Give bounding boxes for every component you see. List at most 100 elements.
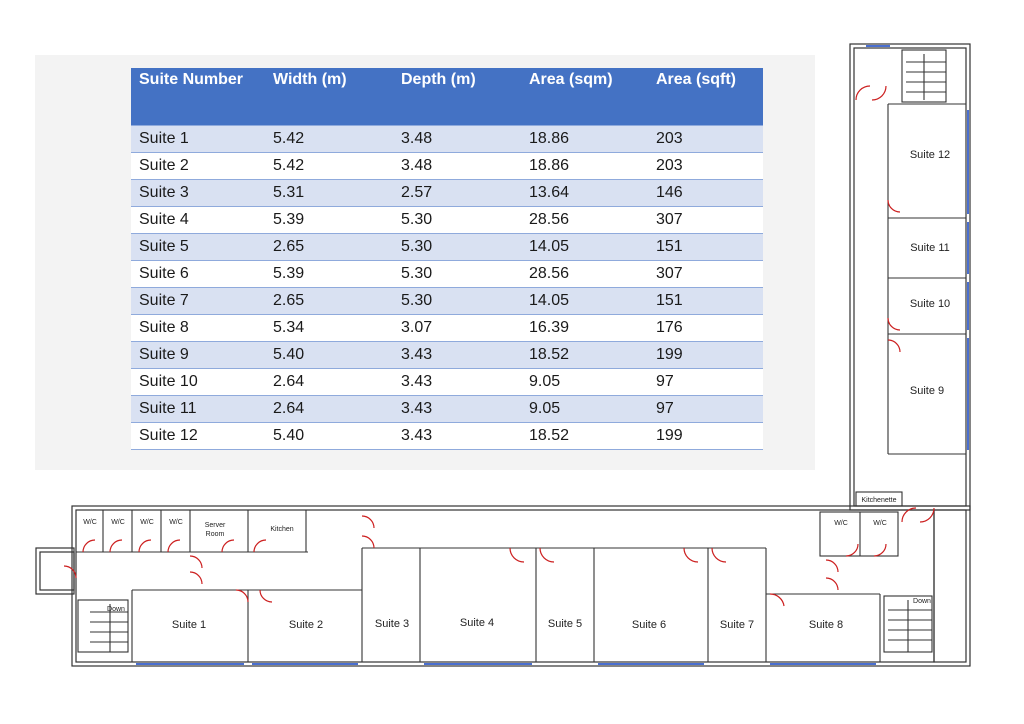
cell-width: 5.34	[265, 314, 393, 342]
cell-width: 2.65	[265, 287, 393, 315]
room-label-suite-9: Suite 9	[910, 385, 944, 397]
header-area-sqft: Area (sqft)	[648, 68, 763, 126]
cell-area-sqm: 18.86	[521, 125, 648, 153]
interior-walls	[76, 49, 966, 662]
cell-suite-number: Suite 1	[131, 125, 265, 153]
cell-area-sqft: 151	[648, 233, 763, 261]
cell-depth: 3.43	[393, 395, 521, 423]
cell-width: 5.40	[265, 341, 393, 369]
table-body: Suite 1 5.42 3.48 18.86 203 Suite 2 5.42 3.48 18…	[131, 125, 763, 450]
cell-area-sqm: 18.86	[521, 152, 648, 180]
header-width: Width (m)	[265, 68, 393, 126]
cell-area-sqm: 13.64	[521, 179, 648, 207]
cell-area-sqft: 203	[648, 152, 763, 180]
cell-depth: 5.30	[393, 233, 521, 261]
header-area-sqm: Area (sqm)	[521, 68, 648, 126]
cell-suite-number: Suite 2	[131, 152, 265, 180]
cell-depth: 3.48	[393, 152, 521, 180]
table-row: Suite 1 5.42 3.48 18.86 203	[131, 125, 763, 153]
kitchenette-label: Kitchenette	[861, 497, 896, 504]
wc-label: W/C	[83, 519, 97, 526]
table-row: Suite 3 5.31 2.57 13.64 146	[131, 179, 763, 207]
cell-depth: 3.43	[393, 341, 521, 369]
cell-suite-number: Suite 11	[131, 395, 265, 423]
cell-area-sqm: 9.05	[521, 368, 648, 396]
table-row: Suite 7 2.65 5.30 14.05 151	[131, 287, 763, 315]
cell-area-sqft: 307	[648, 260, 763, 288]
wc-label: W/C	[834, 520, 848, 527]
header-suite-number: Suite Number	[131, 68, 265, 126]
cell-suite-number: Suite 9	[131, 341, 265, 369]
cell-width: 2.64	[265, 368, 393, 396]
cell-area-sqm: 28.56	[521, 206, 648, 234]
cell-area-sqft: 151	[648, 287, 763, 315]
cell-depth: 3.07	[393, 314, 521, 342]
cell-width: 5.42	[265, 152, 393, 180]
cell-suite-number: Suite 3	[131, 179, 265, 207]
server-room-label-line1: Server	[205, 522, 226, 529]
doors	[63, 85, 935, 607]
room-label-suite-3: Suite 3	[375, 618, 409, 630]
table-row: Suite 6 5.39 5.30 28.56 307	[131, 260, 763, 288]
cell-suite-number: Suite 12	[131, 422, 265, 450]
table-row: Suite 8 5.34 3.07 16.39 176	[131, 314, 763, 342]
room-labels: Suite 1 Suite 2 Suite 3 Suite 4 Suite 5 …	[172, 149, 950, 631]
stair-down-label: Down	[107, 606, 125, 613]
windows	[136, 45, 969, 665]
cell-area-sqft: 146	[648, 179, 763, 207]
cell-width: 2.65	[265, 233, 393, 261]
cell-suite-number: Suite 7	[131, 287, 265, 315]
room-label-suite-2: Suite 2	[289, 619, 323, 631]
room-label-suite-1: Suite 1	[172, 619, 206, 631]
room-label-suite-6: Suite 6	[632, 619, 666, 631]
room-label-suite-8: Suite 8	[809, 619, 843, 631]
cell-depth: 2.57	[393, 179, 521, 207]
small-labels: W/C W/C W/C W/C W/C W/C Server Room Kitc…	[83, 497, 931, 613]
room-label-suite-10: Suite 10	[910, 298, 950, 310]
cell-area-sqm: 16.39	[521, 314, 648, 342]
kitchen-label: Kitchen	[270, 526, 293, 533]
cell-area-sqm: 9.05	[521, 395, 648, 423]
wc-label: W/C	[140, 519, 154, 526]
cell-width: 5.42	[265, 125, 393, 153]
cell-area-sqft: 176	[648, 314, 763, 342]
stair-down-label: Down	[913, 598, 931, 605]
cell-depth: 3.43	[393, 368, 521, 396]
cell-depth: 3.43	[393, 422, 521, 450]
room-label-suite-5: Suite 5	[548, 618, 582, 630]
cell-area-sqm: 18.52	[521, 422, 648, 450]
wc-label: W/C	[111, 519, 125, 526]
table-row: Suite 2 5.42 3.48 18.86 203	[131, 152, 763, 180]
cell-area-sqft: 199	[648, 341, 763, 369]
cell-suite-number: Suite 8	[131, 314, 265, 342]
wc-label: W/C	[169, 519, 183, 526]
table-row: Suite 5 2.65 5.30 14.05 151	[131, 233, 763, 261]
cell-depth: 5.30	[393, 287, 521, 315]
cell-area-sqft: 203	[648, 125, 763, 153]
cell-width: 5.39	[265, 260, 393, 288]
cell-area-sqft: 199	[648, 422, 763, 450]
cell-area-sqft: 307	[648, 206, 763, 234]
cell-area-sqm: 28.56	[521, 260, 648, 288]
cell-area-sqm: 18.52	[521, 341, 648, 369]
table-row: Suite 4 5.39 5.30 28.56 307	[131, 206, 763, 234]
wc-label: W/C	[873, 520, 887, 527]
table-row: Suite 9 5.40 3.43 18.52 199	[131, 341, 763, 369]
cell-area-sqft: 97	[648, 368, 763, 396]
header-depth: Depth (m)	[393, 68, 521, 126]
room-label-suite-7: Suite 7	[720, 619, 754, 631]
room-label-suite-12: Suite 12	[910, 149, 950, 161]
table-row: Suite 10 2.64 3.43 9.05 97	[131, 368, 763, 396]
cell-width: 2.64	[265, 395, 393, 423]
table-header-row: Suite Number Width (m) Depth (m) Area (s…	[131, 68, 763, 126]
room-label-suite-4: Suite 4	[460, 617, 494, 629]
cell-suite-number: Suite 10	[131, 368, 265, 396]
cell-depth: 3.48	[393, 125, 521, 153]
cell-width: 5.40	[265, 422, 393, 450]
cell-suite-number: Suite 4	[131, 206, 265, 234]
cell-suite-number: Suite 5	[131, 233, 265, 261]
room-label-suite-11: Suite 11	[910, 242, 950, 254]
table-row: Suite 12 5.40 3.43 18.52 199	[131, 422, 763, 450]
server-room-label-line2: Room	[206, 531, 225, 538]
